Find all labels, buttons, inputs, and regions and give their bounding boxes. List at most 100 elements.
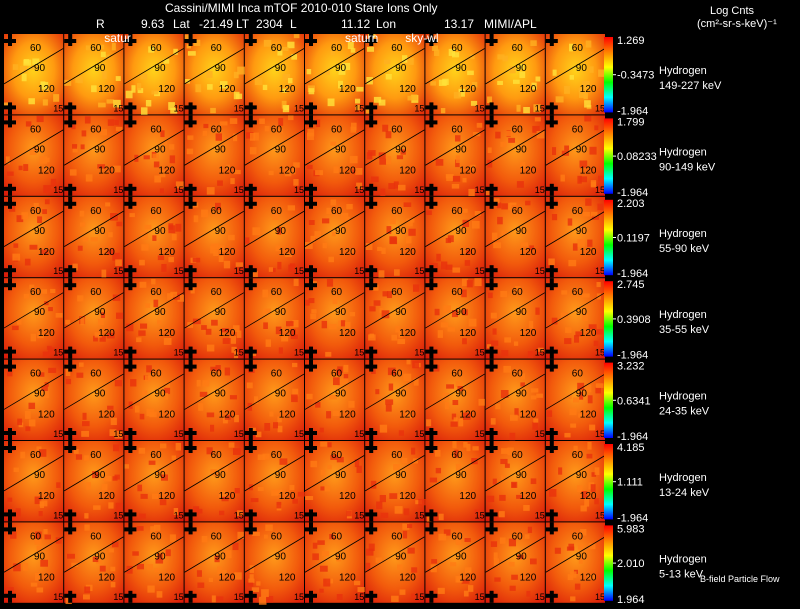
corner-label: 15: [113, 510, 123, 520]
heatmap-cell: 60 90 120 15: [184, 34, 246, 115]
time-axis-label: 010T13:00: [7, 608, 60, 609]
corner-label: 15: [174, 266, 184, 276]
heatmap-cell: 60 90 120 15: [364, 196, 425, 278]
corner-label: 15: [354, 185, 364, 195]
corner-label: 15: [475, 429, 485, 439]
pitch-angle-label: 120: [219, 572, 236, 583]
panel-energy-label: 149-227 keV: [659, 80, 722, 92]
pitch-angle-label: 60: [90, 369, 102, 380]
pitch-angle-label: 120: [98, 247, 115, 258]
pitch-angle-label: 60: [391, 531, 403, 542]
pitch-angle-label: 120: [520, 572, 537, 583]
pitch-angle-label: 60: [271, 124, 283, 135]
corner-label: 15: [234, 510, 244, 520]
heatmap-cell: 60 90 120 15: [124, 34, 184, 115]
pitch-angle-label: 120: [38, 165, 55, 176]
pitch-angle-label: 90: [34, 551, 46, 562]
corner-label: 15: [234, 103, 244, 113]
pitch-angle-label: 60: [451, 124, 463, 135]
panel-energy-label: 35-55 keV: [659, 324, 710, 336]
pitch-angle-label: 120: [459, 165, 476, 176]
pitch-angle-label: 90: [576, 551, 588, 562]
pitch-angle-label: 90: [335, 551, 347, 562]
unit-line-2: (cm²-sr-s-keV)⁻¹: [697, 18, 777, 30]
panel-energy-label: 5-13 keV: [659, 568, 704, 580]
pitch-angle-label: 90: [275, 144, 287, 155]
pitch-angle-label: 60: [512, 531, 524, 542]
time-axis-label: 13:35: [441, 608, 469, 609]
pitch-angle-label: 90: [215, 551, 227, 562]
lat-label: Lat: [173, 17, 190, 31]
pitch-angle-label: 90: [455, 470, 467, 481]
frame-marker-label: satur: [104, 31, 131, 45]
pitch-angle-label: 120: [98, 410, 115, 421]
heatmap-cell: 60 90 120 15: [124, 359, 184, 440]
heatmap-cell: 60 90 120 15: [304, 522, 365, 603]
pitch-angle-label: 120: [158, 328, 175, 339]
pitch-angle-label: 60: [451, 450, 463, 461]
pitch-angle-label: 120: [520, 328, 537, 339]
pitch-angle-label: 60: [30, 450, 42, 461]
pitch-angle-label: 90: [455, 307, 467, 318]
colorbar-mid-label: 0.1197: [617, 233, 650, 245]
heatmap-cell: 60 90 120 15: [244, 522, 305, 605]
colorbar-min-label: -1.964: [617, 105, 648, 117]
colorbar-mid-label: 0.6341: [617, 395, 651, 407]
corner-label: 15: [475, 103, 485, 113]
pitch-angle-label: 90: [516, 226, 528, 237]
corner-label: 15: [113, 429, 123, 439]
r-label: R: [96, 17, 105, 31]
time-axis-label: 13:15: [201, 608, 229, 609]
lt-label: LT: [236, 17, 250, 31]
colorbar-min-label: -1.964: [617, 431, 648, 443]
pitch-angle-label: 120: [520, 410, 537, 421]
pitch-angle-label: 90: [275, 63, 287, 74]
corner-label: 15: [475, 592, 485, 602]
corner-label: 15: [595, 429, 605, 439]
time-axis-label: 13:20: [261, 608, 289, 609]
pitch-angle-label: 90: [516, 307, 528, 318]
footer-note: B-field Particle Flow: [700, 574, 780, 584]
colorbar: [604, 37, 613, 113]
colorbar-min-label: -1.964: [617, 187, 648, 199]
pitch-angle-label: 120: [399, 247, 416, 258]
pitch-angle-label: 60: [271, 531, 283, 542]
heatmap-cell: 60 90 120 15: [545, 278, 606, 359]
pitch-angle-label: 120: [339, 247, 356, 258]
heatmap-cell: 60 90 120 15: [425, 278, 485, 359]
pitch-angle-label: 60: [331, 43, 343, 54]
corner-label: 15: [53, 348, 63, 358]
pitch-angle-label: 90: [576, 470, 588, 481]
pitch-angle-label: 120: [38, 491, 55, 502]
pitch-angle-label: 90: [455, 226, 467, 237]
pitch-angle-label: 120: [98, 572, 115, 583]
corner-label: 15: [113, 266, 123, 276]
heatmap-cell: 60 90 120 15: [244, 196, 305, 278]
pitch-angle-label: 120: [158, 247, 175, 258]
pitch-angle-label: 120: [38, 247, 55, 258]
pitch-angle-label: 90: [215, 226, 227, 237]
corner-label: 15: [294, 429, 304, 439]
pitch-angle-label: 90: [516, 389, 528, 400]
pitch-angle-label: 120: [279, 572, 296, 583]
corner-label: 15: [535, 429, 545, 439]
pitch-angle-label: 90: [154, 389, 166, 400]
heatmap-cell: 60 90 120 15: [244, 34, 305, 115]
pitch-angle-label: 90: [395, 307, 407, 318]
pitch-angle-label: 120: [98, 328, 115, 339]
heatmap-cell: 60 90 120 15: [124, 196, 184, 278]
colorbar-min-label: -1.964: [617, 350, 648, 362]
pitch-angle-label: 90: [94, 144, 106, 155]
pitch-angle-label: 60: [150, 43, 162, 54]
corner-label: 15: [53, 510, 63, 520]
pitch-angle-label: 90: [275, 226, 287, 237]
pitch-angle-label: 90: [34, 307, 46, 318]
pitch-angle-label: 120: [520, 165, 537, 176]
pitch-angle-label: 90: [576, 307, 588, 318]
pitch-angle-label: 90: [395, 470, 407, 481]
pitch-angle-label: 60: [572, 206, 584, 217]
corner-label: 15: [234, 348, 244, 358]
panel-energy-label: 90-149 keV: [659, 161, 716, 173]
pitch-angle-label: 90: [335, 226, 347, 237]
heatmap-cell: 60 90 120 15: [3, 441, 64, 522]
